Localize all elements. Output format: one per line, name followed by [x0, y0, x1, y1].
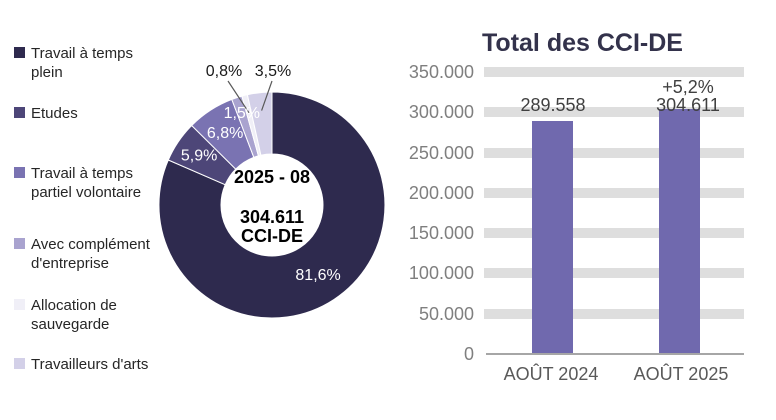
legend-item-allocation-sauvegarde: Allocation de sauvegarde [14, 296, 155, 334]
y-axis-tick-label: 50.000 [418, 303, 474, 324]
bar-chart-title: Total des CCI-DE [482, 29, 683, 57]
legend-label: Avec complément d'entreprise [31, 236, 150, 272]
donut-slice-value-label: 5,9% [181, 148, 217, 165]
x-axis-label-aout-2024: AOÛT 2024 [503, 364, 599, 384]
gridline [484, 67, 744, 77]
gridline [484, 308, 744, 319]
donut-slice-value-label: 0,8% [206, 63, 242, 80]
bar-value-label-2024: 289.558 [520, 95, 586, 115]
leader-line [227, 80, 250, 114]
leader-line [261, 80, 273, 111]
y-axis-tick-label: 150.000 [408, 223, 474, 244]
legend-swatch [14, 358, 25, 369]
gridline [484, 107, 744, 118]
legend-item-etudes: Etudes [14, 104, 155, 123]
donut-center-unit: CCI-DE [241, 226, 303, 246]
legend-label: Etudes [31, 105, 78, 122]
bar-ao-t-2024 [532, 120, 573, 354]
legend-swatch [14, 47, 25, 58]
y-axis-tick-label: 350.000 [408, 62, 474, 82]
donut-chart: 81,6% 5,9% 6,8% 1,5% 0,8% 3,5% 2025 - 08 304.… [158, 63, 386, 319]
gridline [484, 147, 744, 158]
legend-swatch [14, 167, 25, 178]
donut-slice-value-label: 6,8% [207, 125, 243, 142]
legend-swatch [14, 238, 25, 249]
bar-annotation-growth: +5,2% [662, 77, 714, 97]
y-axis: 0 50.000 100.000 150.000 200.000 250.000 300.0… [398, 0, 474, 420]
legend-label: Allocation de sauvegarde [31, 297, 117, 333]
legend-label: Travailleurs d'arts [31, 356, 149, 373]
x-axis-line [486, 353, 744, 355]
donut-leader-lines [227, 80, 273, 114]
legend-swatch [14, 299, 25, 310]
bar-value-label-2025: 304.611 [656, 95, 720, 115]
gridline [484, 187, 744, 198]
donut-slice-value-label: 81,6% [295, 267, 340, 284]
donut-slice-value-label: 3,5% [255, 63, 291, 80]
x-axis-label-aout-2025: AOÛT 2025 [633, 364, 729, 384]
donut-center-total: 304.611 [240, 207, 304, 227]
donut-value-labels: 81,6% 5,9% 6,8% 1,5% 0,8% 3,5% [181, 63, 341, 284]
gridline [484, 228, 744, 239]
gridline [484, 268, 744, 279]
legend-swatch [14, 107, 25, 118]
donut-slice-1 [158, 91, 386, 319]
y-axis-tick-label: 100.000 [408, 263, 474, 284]
legend-label: Travail à temps partiel volontaire [31, 165, 142, 201]
legend-item-avec-complement: Avec complément d'entreprise [14, 235, 155, 273]
y-axis-tick-label: 200.000 [408, 182, 474, 203]
y-axis-tick-label: 250.000 [408, 142, 474, 163]
donut-slice-value-label: 1,5% [224, 105, 260, 122]
legend-item-travailleurs-arts: Travailleurs d'arts [14, 355, 155, 374]
y-axis-tick-label: 0 [463, 344, 474, 364]
legend-item-travail-temps-plein: Travail à temps plein [14, 44, 155, 82]
donut-slice-6 [246, 91, 273, 156]
donut-slices [158, 91, 386, 319]
legend-item-travail-temps-partiel: Travail à temps partiel volontaire [14, 164, 155, 202]
y-axis-tick-label: 300.000 [408, 102, 474, 123]
legend-label: Travail à temps plein [31, 45, 133, 81]
donut-center-period: 2025 - 08 [234, 167, 310, 187]
bar-ao-t-2025 [659, 108, 700, 354]
bar-chart-plot-area [484, 67, 744, 355]
